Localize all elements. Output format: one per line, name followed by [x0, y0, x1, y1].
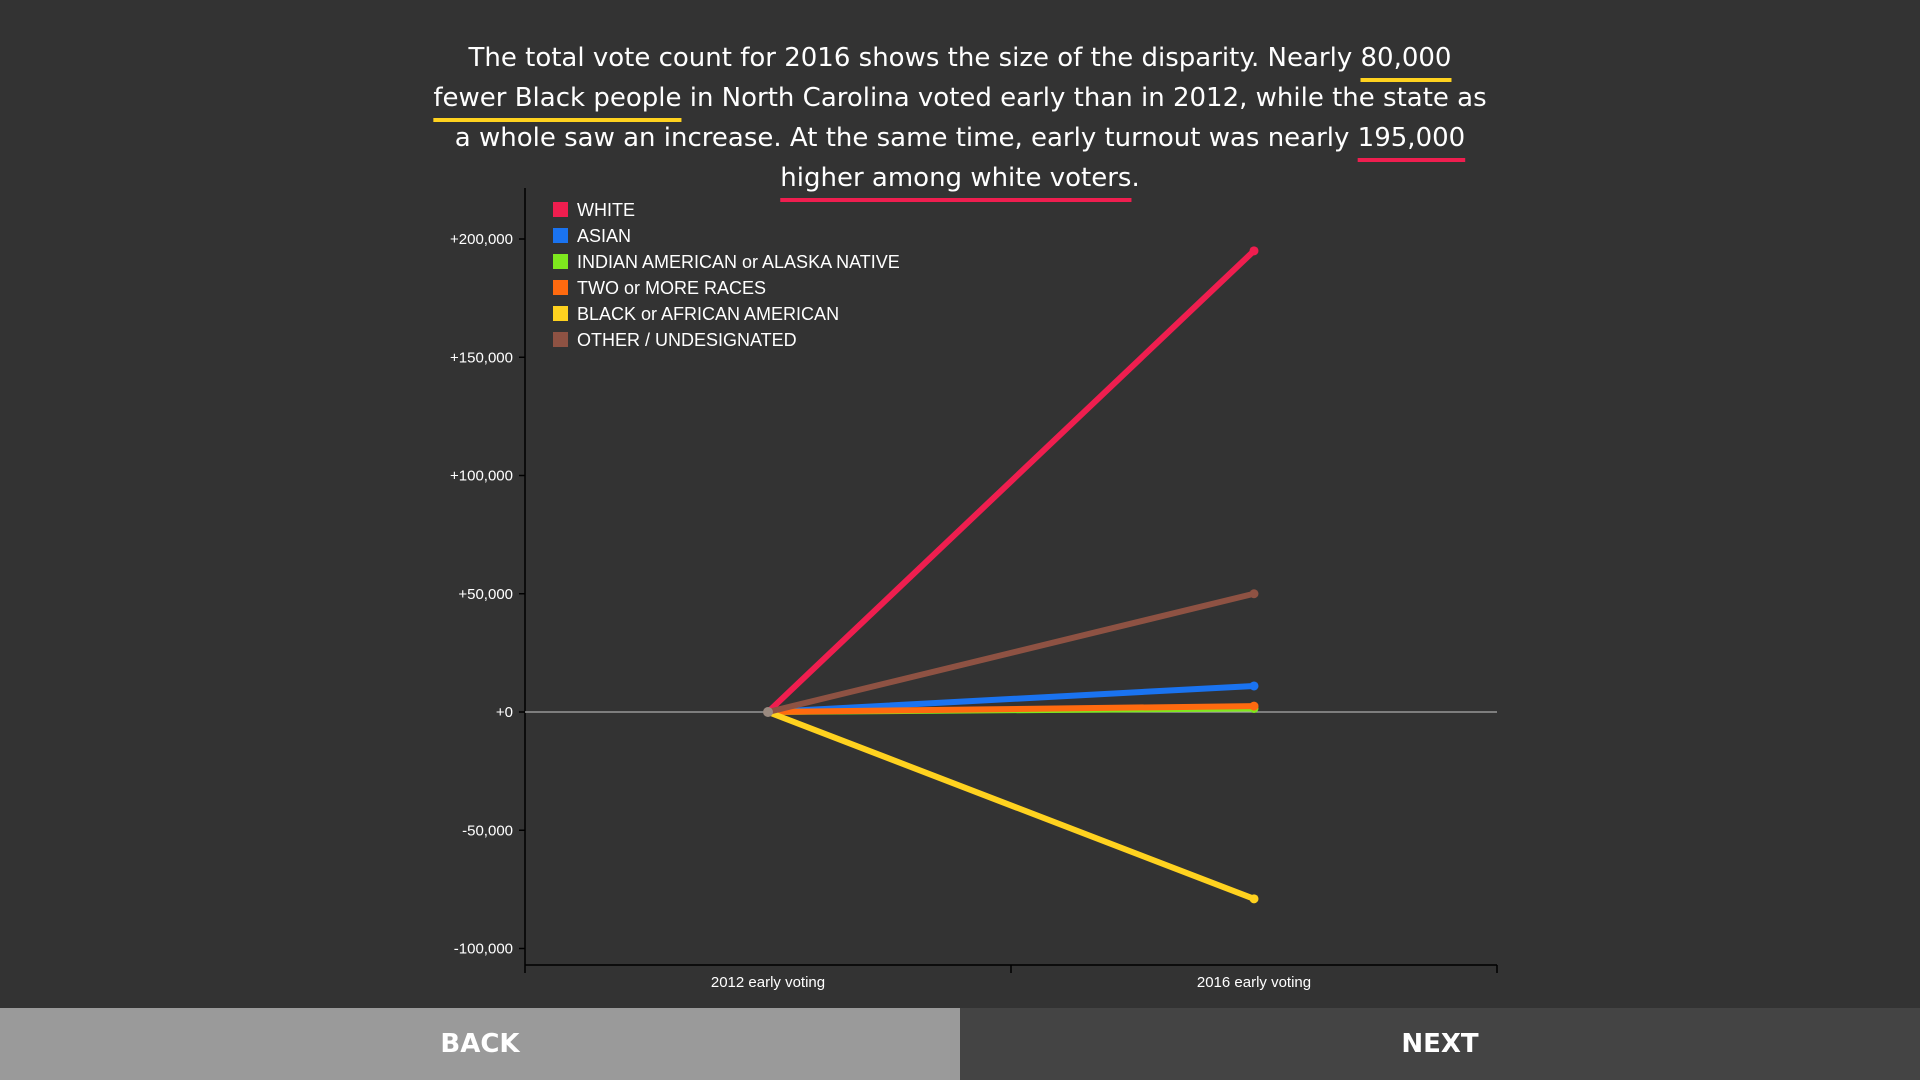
line-chart: +200,000 +150,000 +100,000 +50,000 +0 -50,000… — [450, 188, 1498, 991]
legend-swatch — [553, 306, 568, 321]
y-tick-label: +150,000 — [450, 349, 513, 366]
series-line — [765, 590, 1257, 715]
legend-label: OTHER / UNDESIGNATED — [577, 330, 797, 350]
series-line — [765, 709, 1257, 902]
chart-legend: WHITE ASIAN INDIAN AMERICAN or ALASKA NATI… — [553, 200, 900, 350]
series-point — [1249, 246, 1259, 256]
chart-axes: +200,000 +150,000 +100,000 +50,000 +0 -50,000… — [450, 188, 1498, 991]
intro-text-part-3: . — [1131, 163, 1140, 193]
chart-series — [763, 246, 1259, 904]
legend-label: BLACK or AFRICAN AMERICAN — [577, 304, 839, 324]
series-line — [765, 682, 1257, 715]
legend-swatch — [553, 332, 568, 347]
intro-text: The total vote count for 2016 shows the … — [430, 38, 1490, 198]
legend-label: TWO or MORE RACES — [577, 278, 766, 298]
legend-swatch — [553, 280, 568, 295]
legend-label: INDIAN AMERICAN or ALASKA NATIVE — [577, 252, 900, 272]
navigation-bar: BACK NEXT — [0, 1008, 1920, 1080]
x-tick-label: 2012 early voting — [711, 974, 825, 991]
series-point — [1249, 894, 1259, 904]
legend-swatch — [553, 202, 568, 217]
y-tick-label: +200,000 — [450, 231, 513, 248]
x-tick-label: 2016 early voting — [1197, 974, 1311, 991]
series-line — [765, 247, 1257, 715]
intro-text-part-2: in North Carolina voted early than in 20… — [454, 83, 1487, 153]
highlight-black-decrease: 80,000 fewer Black people — [433, 43, 1452, 113]
intro-text-part-1: The total vote count for 2016 shows the … — [468, 43, 1361, 73]
next-button[interactable]: NEXT — [960, 1008, 1920, 1080]
series-point — [1249, 681, 1259, 691]
y-tick-label: +100,000 — [450, 468, 513, 485]
y-tick-label: -50,000 — [462, 822, 513, 839]
highlight-white-increase: 195,000 higher among white voters — [780, 123, 1466, 193]
origin-point — [763, 707, 773, 717]
series-point — [1249, 701, 1259, 711]
y-tick-label: +0 — [496, 704, 513, 721]
legend-swatch — [553, 254, 568, 269]
y-tick-label: -100,000 — [454, 941, 513, 958]
legend-swatch — [553, 228, 568, 243]
series-point — [1249, 589, 1259, 599]
back-button[interactable]: BACK — [0, 1008, 960, 1080]
legend-label: WHITE — [577, 200, 635, 220]
legend-label: ASIAN — [577, 226, 631, 246]
y-tick-label: +50,000 — [458, 586, 513, 603]
series-line — [765, 703, 1257, 715]
